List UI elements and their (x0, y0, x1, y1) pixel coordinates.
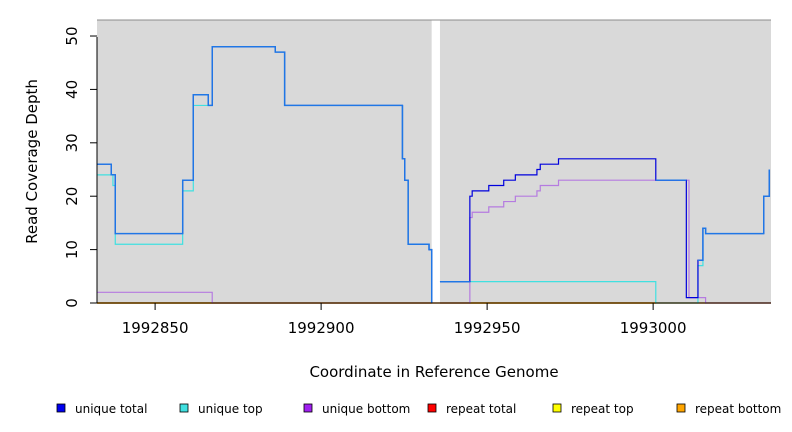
x-tick-label: 1993000 (620, 319, 687, 337)
legend-item-unique-total: unique total (56, 402, 147, 416)
series-overlay-6 (97, 46, 771, 303)
legend-label: repeat bottom (695, 402, 781, 416)
y-tick-label: 20 (63, 187, 81, 206)
legend-label: unique bottom (322, 402, 410, 416)
legend-label: unique total (75, 402, 147, 416)
legend-swatch (179, 403, 189, 413)
legend-item-repeat-bottom: repeat bottom (676, 402, 781, 416)
x-tick-label: 1992900 (288, 319, 355, 337)
legend-label: repeat top (571, 402, 634, 416)
legend-label: unique top (198, 402, 263, 416)
legend-item-unique-top: unique top (179, 402, 263, 416)
legend-swatch (56, 403, 66, 413)
legend-item-repeat-total: repeat total (427, 402, 516, 416)
axes: 0 10 20 30 40 50 1992850 1992900 1992950 1993000 (63, 26, 771, 337)
y-tick-label: 0 (63, 298, 81, 308)
legend-item-repeat-top: repeat top (552, 402, 634, 416)
plot-background (97, 19, 771, 303)
legend-swatch (552, 403, 562, 413)
plot-panel-right (439, 20, 771, 303)
legend-swatch (676, 403, 686, 413)
legend-item-unique-bottom: unique bottom (303, 402, 410, 416)
y-tick-label: 30 (63, 133, 81, 152)
y-tick-label: 40 (63, 80, 81, 99)
x-axis-title: Coordinate in Reference Genome (309, 363, 558, 381)
y-tick-label: 10 (63, 240, 81, 259)
x-tick-label: 1992950 (454, 319, 521, 337)
x-tick-label: 1992850 (122, 319, 189, 337)
y-axis-title: Read Coverage Depth (23, 79, 41, 244)
legend-swatch (427, 403, 437, 413)
plot-panel-left (97, 20, 432, 303)
legend-swatch (303, 403, 313, 413)
legend-label: repeat total (446, 402, 516, 416)
y-tick-label: 50 (63, 26, 81, 45)
legend: unique total unique top unique bottom repea… (56, 402, 781, 416)
